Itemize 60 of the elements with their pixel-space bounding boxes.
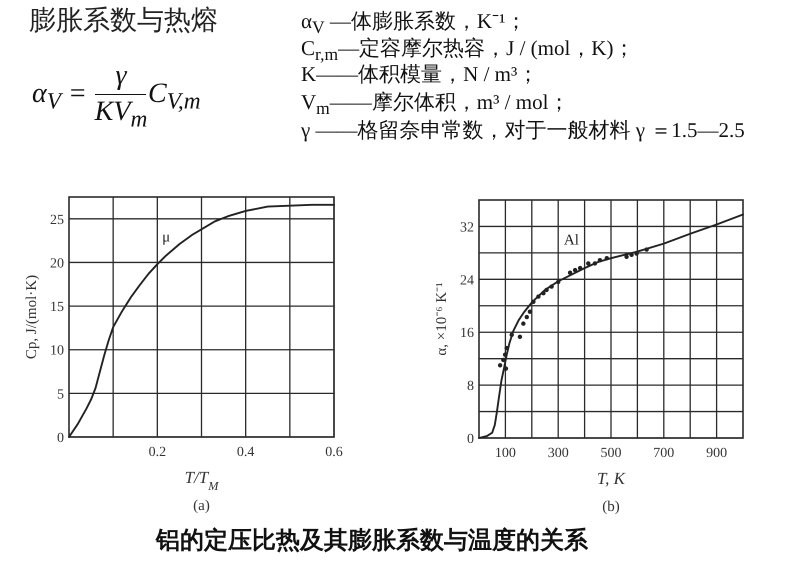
- point: [572, 268, 578, 272]
- x-tick-label: 900: [706, 446, 728, 461]
- point: [598, 258, 602, 262]
- text: V$_{m}$——摩尔体积，m³ / mol；: [301, 90, 570, 118]
- text: K——体积模量，N / m³；: [301, 62, 538, 86]
- point: [528, 310, 532, 314]
- point: [521, 321, 526, 326]
- point: [524, 314, 529, 320]
- y-axis-title: α, ×10⁻⁶ K⁻¹: [434, 282, 450, 356]
- point: [604, 256, 609, 260]
- text: γ ——格留奈申常数，对于一般材料 γ ＝1.5—2.5: [301, 118, 745, 142]
- text: (a): [193, 498, 210, 514]
- point: [624, 254, 629, 260]
- y-tick-label: 0: [57, 431, 64, 446]
- point: [544, 288, 549, 292]
- text: γ: [114, 60, 128, 91]
- text: 铝的定压比热及其膨胀系数与温度的关系: [156, 528, 588, 554]
- point: [518, 334, 522, 340]
- x-tick-label: 700: [653, 446, 674, 461]
- text: (b): [602, 499, 620, 515]
- point: [498, 363, 502, 368]
- text: α$_{V}$ —体膨胀系数，K⁻¹；: [301, 9, 526, 38]
- y-tick-label: 25: [50, 212, 64, 228]
- point: [592, 261, 598, 266]
- point: [556, 280, 560, 284]
- text: C$_{V,m}$: [148, 78, 201, 115]
- y-tick-label: 5: [57, 387, 64, 402]
- series-label: Al: [564, 232, 579, 249]
- x-tick-label: 500: [600, 446, 622, 461]
- y-tick-label: 32: [460, 220, 474, 236]
- point: [549, 284, 554, 289]
- point: [578, 266, 582, 270]
- point: [536, 294, 541, 299]
- point: [568, 270, 572, 275]
- point: [510, 332, 514, 338]
- y-tick-label: 16: [460, 326, 474, 342]
- series-label: μ: [162, 229, 170, 246]
- point: [531, 300, 536, 304]
- x-axis-title: T/T$_{M}$: [184, 468, 220, 493]
- text: α$_{V}$ =: [32, 78, 87, 115]
- point: [541, 291, 546, 296]
- point: [644, 247, 649, 252]
- y-tick-label: 8: [467, 379, 474, 394]
- y-tick-label: 24: [460, 273, 474, 288]
- text: C$_{r,m}$—定容摩尔热容，J / (mol，K)；: [301, 36, 634, 64]
- x-tick-label: 100: [494, 446, 516, 461]
- y-tick-label: 15: [50, 300, 64, 316]
- text: KV$_{m}$: [94, 96, 148, 133]
- y-tick-label: 10: [50, 344, 64, 359]
- y-axis-title: Cp, J/(mol·K): [24, 274, 40, 360]
- point: [501, 358, 506, 362]
- y-tick-label: 0: [467, 432, 474, 447]
- y-tick-label: 20: [50, 256, 64, 272]
- text: 膨胀系数与热熔: [29, 5, 218, 35]
- x-tick-label: 0.4: [236, 445, 254, 460]
- x-tick-label: 0.6: [325, 445, 343, 460]
- point: [586, 261, 590, 266]
- x-axis-title: T, K: [596, 469, 627, 488]
- x-tick-label: 0.2: [148, 445, 166, 460]
- x-tick-label: 300: [548, 446, 569, 461]
